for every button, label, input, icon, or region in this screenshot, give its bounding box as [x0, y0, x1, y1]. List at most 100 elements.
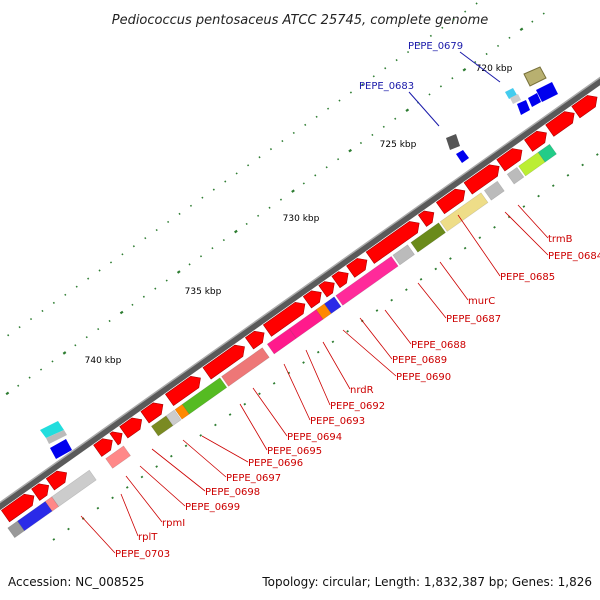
leader-line: [457, 214, 501, 277]
outer-genes: [40, 66, 558, 459]
ruler-tick: [419, 278, 423, 281]
leader-line: [80, 515, 116, 554]
leader-line: [252, 387, 288, 437]
ruler-tick: [224, 180, 227, 183]
ruler-tick: [268, 206, 271, 209]
ruler-tick: [97, 328, 100, 331]
ruler-tick: [201, 196, 204, 199]
label-PEPE_0690: PEPE_0690: [396, 372, 451, 383]
cds-arrow: [435, 188, 466, 215]
ruler-tick: [51, 360, 54, 363]
ruler-tick: [338, 99, 341, 102]
ruler-tick: [537, 194, 540, 198]
ruler-tick: [463, 246, 467, 250]
ruler-tick: [372, 75, 375, 78]
label-rpmI: rpmI: [162, 518, 185, 529]
ruler-tick: [167, 220, 170, 224]
ruler-tick: [176, 270, 181, 274]
ruler-label-730: 730 kbp: [283, 214, 320, 224]
red-labels: trmB PEPE_0684 PEPE_0685 murC PEPE_0687 PEPE_…: [115, 234, 600, 560]
ruler-tick: [485, 52, 488, 56]
label-PEPE_0699: PEPE_0699: [185, 502, 240, 513]
feature-block: [537, 143, 557, 163]
cds-arrow: [463, 164, 500, 195]
ruler-tick: [258, 392, 261, 396]
ruler-tick: [462, 67, 467, 72]
ruler-tick: [96, 506, 100, 510]
ruler-tick: [62, 351, 67, 355]
ruler-tick: [272, 382, 276, 385]
ruler: 720 kbp 725 kbp 730 kbp 735 kbp 740 kbp: [85, 64, 513, 366]
ruler-tick: [155, 465, 158, 468]
feature-block: [165, 409, 182, 427]
gene-outer-grey: [510, 94, 521, 104]
ruler-tick: [325, 166, 328, 169]
ruler-tick: [52, 538, 56, 541]
ruler-tick: [361, 83, 364, 86]
ruler-tick: [304, 123, 307, 126]
ruler-tick: [178, 212, 181, 215]
label-PEPE_0689: PEPE_0689: [392, 355, 447, 366]
cds-arrow: [45, 470, 67, 491]
ruler-tick: [595, 153, 599, 156]
ruler-tick: [371, 133, 374, 136]
cds-arrow: [417, 210, 435, 227]
cds-arrow: [318, 281, 335, 298]
leader-line: [359, 317, 393, 360]
cds-arrow: [0, 493, 35, 523]
leader-line: [120, 493, 139, 537]
ruler-tick: [314, 174, 317, 177]
ruler-tick: [169, 454, 173, 458]
ruler-tick: [17, 384, 20, 387]
ruler-tick: [439, 85, 443, 88]
ruler-tick: [64, 293, 67, 296]
ruler-tick: [390, 298, 394, 302]
ruler-tick: [142, 295, 145, 298]
ruler-tick: [165, 279, 168, 282]
ruler-tick: [247, 164, 250, 167]
ruler-tick: [214, 423, 217, 427]
leader-line: [201, 435, 249, 463]
ruler-tick: [121, 253, 124, 256]
label-PEPE_0692: PEPE_0692: [330, 401, 385, 412]
cds-arrow: [524, 130, 547, 152]
cds-arrow: [31, 483, 50, 501]
ruler-tick: [257, 214, 260, 217]
ruler-tick: [452, 18, 455, 21]
ruler-tick: [132, 245, 135, 248]
gene-outer-darkgrey: [446, 134, 460, 150]
ruler-tick: [52, 301, 55, 304]
ruler-tick: [155, 228, 158, 232]
leader-line: [239, 403, 268, 451]
leader-line: [283, 363, 311, 421]
leader-line: [305, 349, 331, 406]
cds-arrow: [119, 417, 143, 439]
ruler-tick: [395, 59, 398, 62]
label-PEPE_0694: PEPE_0694: [287, 432, 342, 443]
ruler-tick: [5, 391, 10, 396]
ruler-tick: [405, 108, 410, 112]
ruler-tick: [269, 148, 273, 151]
ruler-tick: [199, 434, 203, 437]
ruler-tick: [359, 141, 363, 145]
genome-summary-text: Topology: circular; Length: 1,832,387 bp…: [261, 575, 592, 589]
leader-line: [182, 439, 227, 478]
ruler-tick: [327, 107, 330, 110]
ruler-tick: [291, 189, 295, 193]
ruler-tick: [67, 527, 70, 531]
ruler-tick: [279, 198, 283, 201]
ruler-tick: [464, 10, 467, 13]
leader-line: [517, 204, 549, 239]
ruler-tick: [18, 326, 21, 329]
label-PEPE_0703: PEPE_0703: [115, 549, 170, 560]
ruler-tick: [39, 368, 43, 371]
ruler-tick: [199, 255, 203, 258]
ruler-tick: [188, 263, 191, 266]
label-rplT: rplT: [138, 532, 158, 543]
ruler-tick: [493, 226, 496, 229]
ruler-tick: [406, 50, 410, 54]
cds-arrow: [165, 375, 201, 407]
ruler-tick: [108, 319, 111, 323]
cds-arrow: [571, 95, 598, 119]
ruler-tick: [41, 309, 44, 313]
